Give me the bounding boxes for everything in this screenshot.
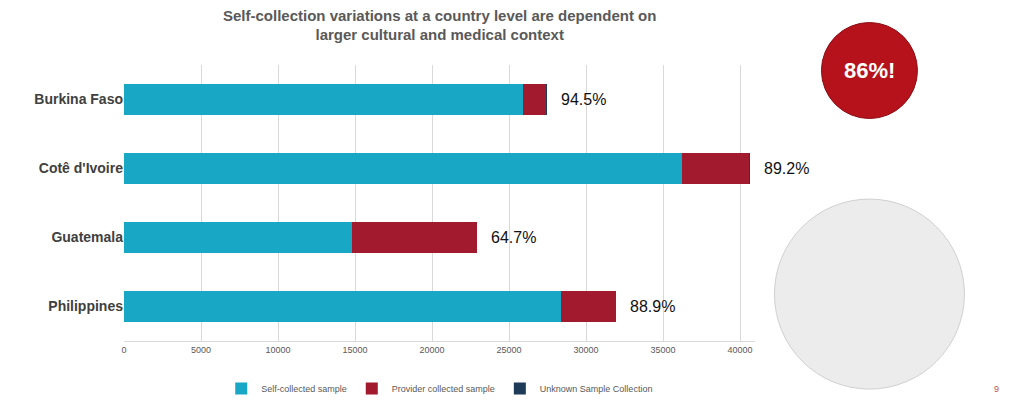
svg-text:20000: 20000 bbox=[420, 345, 445, 355]
svg-text:40000: 40000 bbox=[728, 345, 753, 355]
svg-text:9: 9 bbox=[994, 384, 999, 394]
svg-text:88.9%: 88.9% bbox=[630, 298, 675, 315]
svg-text:10000: 10000 bbox=[265, 345, 290, 355]
svg-text:86%!: 86%! bbox=[844, 58, 895, 83]
svg-text:64.7%: 64.7% bbox=[491, 229, 536, 246]
svg-text:Self-collection variations at: Self-collection variations at a country … bbox=[223, 7, 656, 44]
svg-text:Cotê d'Ivoire: Cotê d'Ivoire bbox=[39, 160, 123, 176]
svg-text:15000: 15000 bbox=[342, 345, 367, 355]
svg-text:30000: 30000 bbox=[574, 345, 599, 355]
svg-text:89.2%: 89.2% bbox=[764, 160, 809, 177]
svg-text:Burkina Faso: Burkina Faso bbox=[34, 91, 123, 107]
svg-text:35000: 35000 bbox=[651, 345, 676, 355]
svg-text:94.5%: 94.5% bbox=[561, 91, 606, 108]
svg-text:Philippines: Philippines bbox=[48, 298, 123, 314]
svg-text:Provider collected sample: Provider collected sample bbox=[392, 384, 495, 394]
svg-text:Self-collected sample: Self-collected sample bbox=[261, 384, 347, 394]
svg-text:5000: 5000 bbox=[191, 345, 211, 355]
svg-text:0: 0 bbox=[121, 345, 126, 355]
svg-text:Unknown Sample Collection: Unknown Sample Collection bbox=[540, 384, 653, 394]
svg-text:25000: 25000 bbox=[497, 345, 522, 355]
svg-text:Guatemala: Guatemala bbox=[51, 229, 123, 245]
